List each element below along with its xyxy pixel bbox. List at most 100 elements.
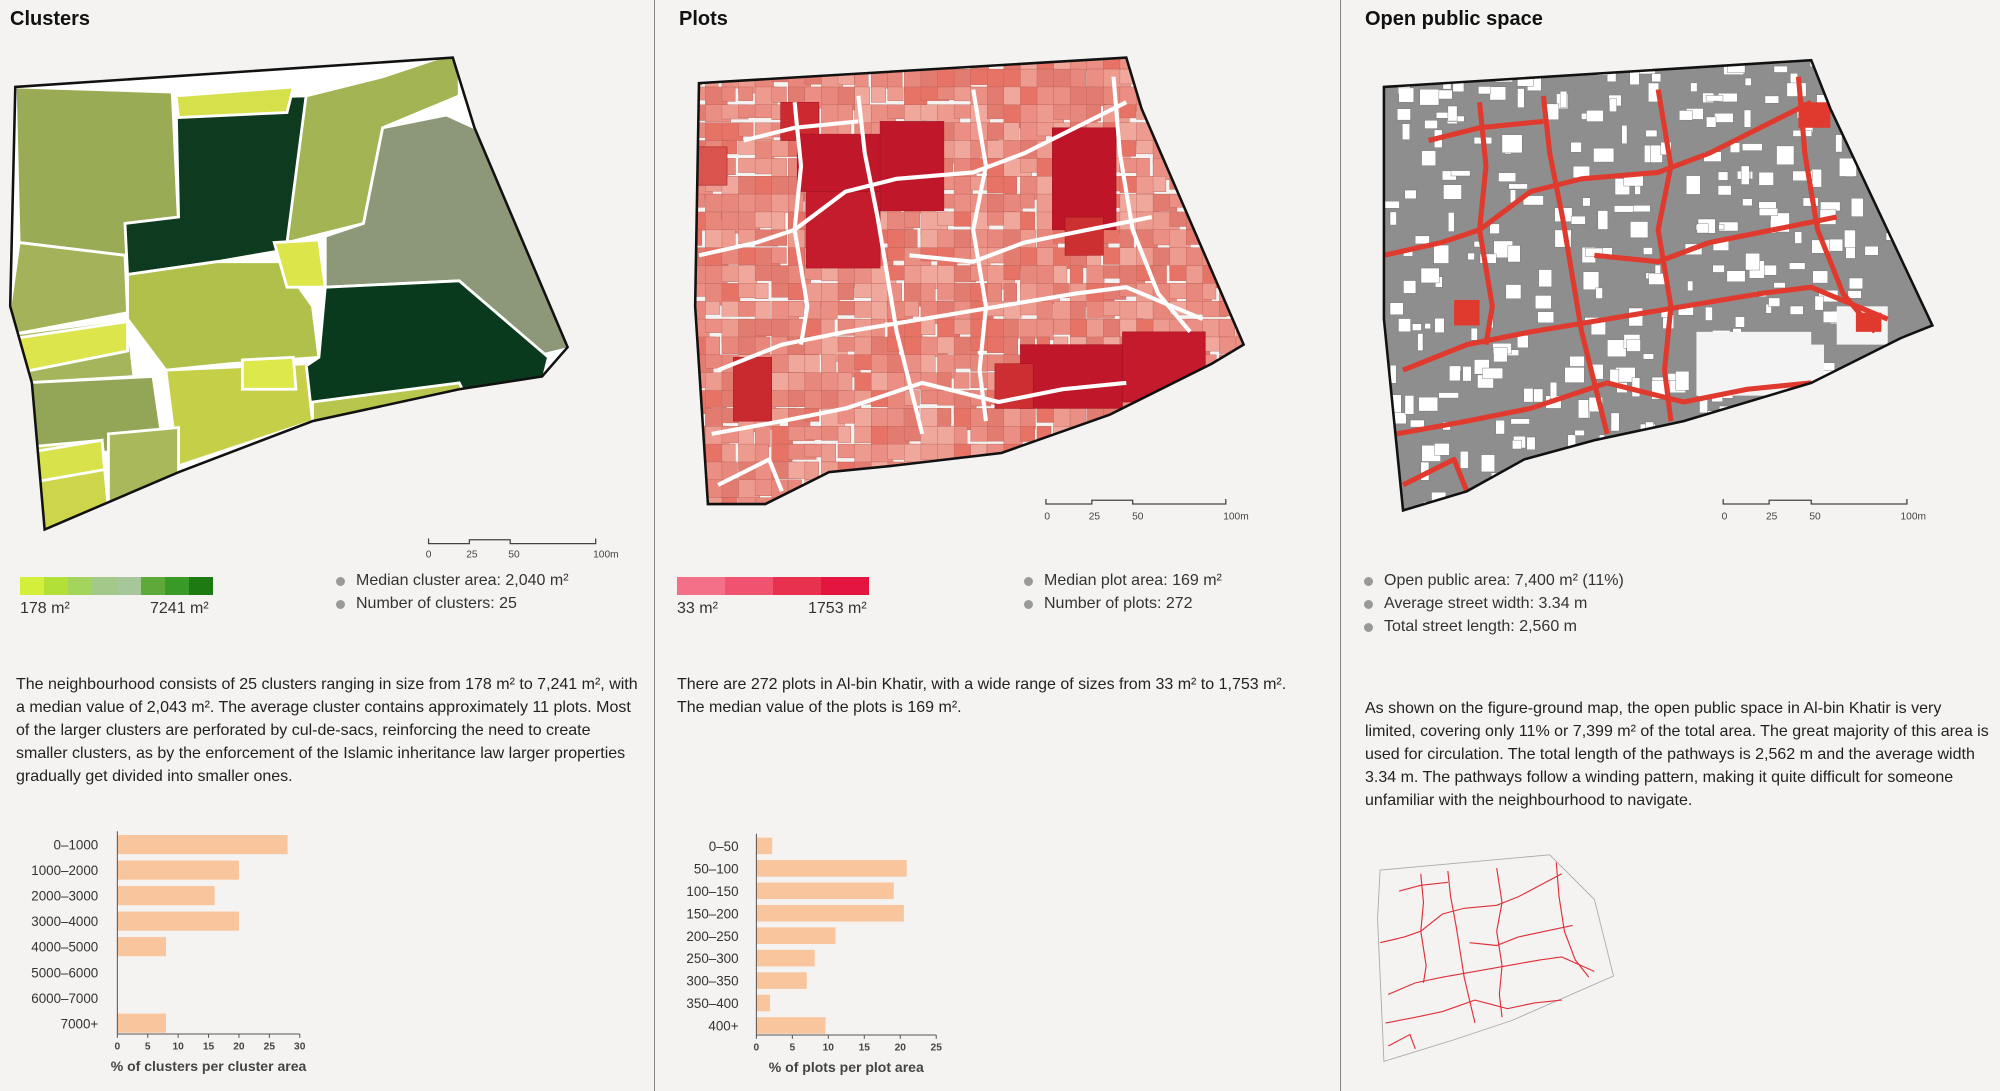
courtyard — [1443, 184, 1462, 200]
plot — [1086, 443, 1111, 466]
plot — [821, 86, 841, 106]
courtyard — [1912, 76, 1923, 91]
plot — [1219, 104, 1242, 131]
plot — [1235, 68, 1244, 94]
plot — [1152, 68, 1178, 87]
category-label: 300–350 — [686, 974, 738, 989]
courtyard — [1679, 110, 1693, 121]
plot — [904, 211, 920, 228]
courtyard — [1809, 455, 1816, 462]
plot — [1036, 318, 1054, 340]
plot — [695, 443, 703, 461]
plot — [1219, 122, 1242, 138]
courtyard — [1386, 412, 1407, 425]
courtyard — [1626, 339, 1641, 352]
open-lot — [1760, 344, 1824, 383]
plot — [970, 497, 991, 505]
network-street — [1496, 867, 1503, 1018]
courtyard — [1609, 98, 1617, 112]
large-plot — [1064, 216, 1104, 256]
category-label: 350–400 — [686, 996, 738, 1011]
courtyard — [1552, 475, 1564, 492]
courtyard — [1570, 142, 1582, 153]
plot — [1219, 443, 1234, 465]
courtyard — [1897, 395, 1907, 414]
courtyard — [1441, 503, 1456, 511]
courtyard — [1449, 365, 1461, 382]
courtyard — [1686, 175, 1701, 195]
legend-swatch — [677, 577, 725, 595]
plot — [738, 86, 754, 101]
courtyard — [1642, 353, 1654, 360]
courtyard — [1564, 367, 1585, 383]
plot — [1020, 479, 1039, 494]
courtyard — [1533, 388, 1544, 403]
plot — [1202, 390, 1225, 405]
courtyard — [1424, 120, 1438, 129]
courtyard — [1907, 177, 1927, 197]
courtyard — [1505, 284, 1522, 299]
plot — [887, 86, 904, 101]
plot — [887, 497, 913, 505]
courtyard — [1712, 264, 1725, 273]
courtyard — [1835, 134, 1843, 153]
courtyard — [1507, 245, 1521, 263]
courtyard — [1577, 478, 1598, 487]
courtyard — [1718, 224, 1725, 230]
courtyard — [1637, 455, 1647, 472]
plot — [1169, 86, 1185, 112]
courtyard — [1764, 95, 1779, 104]
courtyard — [1595, 287, 1603, 299]
plot — [837, 283, 855, 300]
plot — [1186, 158, 1207, 172]
courtyard — [1897, 107, 1909, 115]
courtyard — [1590, 499, 1610, 506]
plot — [1186, 86, 1209, 109]
network-street — [1385, 999, 1562, 1024]
courtyard — [1402, 123, 1410, 140]
plot — [1202, 140, 1222, 159]
plot — [1103, 318, 1122, 339]
clusters-description: The neighbourhood consists of 25 cluster… — [16, 676, 638, 785]
courtyard — [1705, 95, 1724, 102]
courtyard — [1574, 498, 1591, 508]
courtyard — [1420, 267, 1440, 284]
plot — [1186, 408, 1212, 427]
street — [1402, 284, 1889, 373]
plot — [1219, 86, 1244, 104]
x-tick-label: 10 — [823, 1042, 835, 1053]
plot — [1186, 68, 1203, 92]
legend-swatch — [116, 577, 141, 595]
courtyard — [1512, 439, 1522, 450]
courtyard — [1838, 102, 1857, 114]
plot — [821, 497, 843, 505]
street-gap — [743, 119, 859, 143]
courtyard — [1630, 221, 1649, 238]
clusters-title: Clusters — [10, 8, 91, 30]
plot — [1202, 229, 1223, 250]
plot — [1020, 497, 1039, 505]
scale-label: 100m — [593, 550, 618, 561]
plot — [821, 57, 849, 73]
legend-swatch — [92, 577, 117, 595]
plot — [738, 122, 754, 137]
category-label: 6000–7000 — [31, 991, 98, 1006]
street — [1427, 118, 1544, 144]
plot — [937, 283, 957, 301]
category-label: 7000+ — [61, 1016, 99, 1031]
courtyard — [1460, 451, 1469, 469]
courtyard — [1514, 481, 1534, 495]
plot — [1169, 68, 1183, 86]
courtyard — [1582, 197, 1591, 207]
courtyard — [1574, 430, 1585, 436]
plot — [1202, 497, 1224, 505]
courtyard — [1918, 77, 1933, 87]
plot — [987, 497, 1013, 505]
plot — [754, 104, 775, 119]
courtyard — [1510, 418, 1530, 425]
plots-fill — [695, 57, 1244, 505]
courtyard — [1768, 297, 1781, 307]
category-label: 1000–2000 — [31, 863, 98, 878]
courtyard — [1714, 113, 1734, 123]
plot — [970, 68, 990, 86]
